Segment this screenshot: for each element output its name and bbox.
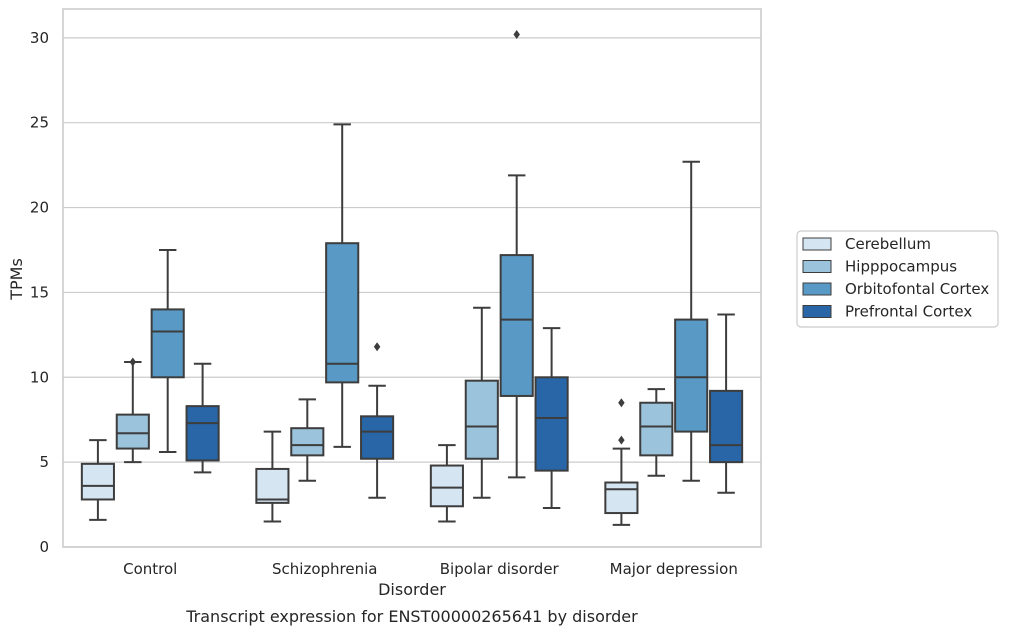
legend-swatch bbox=[802, 237, 832, 251]
outlier-point bbox=[129, 357, 137, 367]
box-iqr bbox=[499, 254, 534, 397]
y-tick-label: 15 bbox=[30, 283, 49, 301]
y-tick-label: 30 bbox=[30, 29, 49, 47]
legend-swatch bbox=[802, 260, 832, 273]
box-cerebellum bbox=[80, 439, 115, 521]
box-prefrontal-cortex bbox=[534, 327, 569, 509]
box-iqr bbox=[255, 467, 290, 504]
box-iqr bbox=[115, 413, 150, 450]
y-tick-label: 10 bbox=[30, 368, 49, 386]
box-hipppocampus bbox=[115, 357, 150, 464]
y-tick-label: 5 bbox=[39, 453, 49, 471]
box-iqr bbox=[185, 405, 220, 462]
legend-label: Hipppocampus bbox=[845, 258, 957, 276]
plot-frame bbox=[62, 8, 762, 548]
legend-swatch bbox=[802, 305, 832, 318]
box-plot-marks bbox=[80, 29, 744, 526]
outlier-point bbox=[513, 29, 520, 39]
box-hipppocampus bbox=[464, 306, 499, 499]
box-prefrontal-cortex bbox=[709, 313, 744, 494]
legend-label: Prefrontal Cortex bbox=[845, 303, 972, 321]
y-tick-label: 0 bbox=[39, 538, 49, 556]
chart-caption: Transcript expression for ENST0000026564… bbox=[185, 607, 638, 626]
legend: Cerebellum Hipppocampus Orbitofontal Corte… bbox=[796, 230, 999, 328]
box-iqr bbox=[464, 379, 499, 460]
legend-swatch bbox=[802, 282, 832, 296]
x-tick-label: Bipolar disorder bbox=[440, 560, 560, 578]
legend-label: Cerebellum bbox=[845, 235, 931, 253]
outlier-point bbox=[373, 342, 381, 352]
x-tick-labels: Control Schizophrenia Bipolar disorder Majo… bbox=[123, 560, 738, 578]
box-iqr bbox=[290, 427, 325, 457]
box-cerebellum bbox=[255, 430, 290, 523]
y-tick-labels: 0 5 10 15 20 25 30 bbox=[30, 29, 49, 556]
box-orbitofontal-cortex bbox=[150, 248, 185, 453]
box-iqr bbox=[150, 308, 185, 379]
outlier-point bbox=[618, 398, 625, 408]
box-orbitofontal-cortex bbox=[325, 123, 360, 448]
box-iqr bbox=[674, 318, 709, 433]
x-axis-title: Disorder bbox=[378, 580, 446, 599]
box-iqr bbox=[80, 462, 115, 501]
box-iqr bbox=[604, 481, 639, 515]
box-hipppocampus bbox=[290, 398, 325, 482]
legend-label: Orbitofontal Cortex bbox=[845, 280, 989, 298]
x-tick-label: Control bbox=[123, 560, 177, 578]
outlier-point bbox=[618, 435, 625, 445]
legend-frame bbox=[796, 230, 999, 328]
box-prefrontal-cortex bbox=[360, 342, 395, 499]
box-cerebellum bbox=[604, 398, 639, 526]
box-iqr bbox=[325, 242, 360, 384]
x-tick-label: Major depression bbox=[610, 560, 738, 578]
y-axis-title: TPMs bbox=[7, 258, 26, 301]
box-prefrontal-cortex bbox=[185, 362, 220, 474]
box-iqr bbox=[534, 376, 569, 472]
box-iqr bbox=[360, 415, 395, 460]
box-orbitofontal-cortex bbox=[674, 160, 709, 482]
y-tick-label: 25 bbox=[30, 114, 49, 132]
box-hipppocampus bbox=[639, 388, 674, 477]
y-tick-label: 20 bbox=[30, 199, 49, 217]
box-orbitofontal-cortex bbox=[499, 29, 534, 479]
box-iqr bbox=[709, 389, 744, 464]
box-iqr bbox=[639, 401, 674, 457]
box-iqr bbox=[429, 464, 464, 508]
box-cerebellum bbox=[429, 444, 464, 523]
x-tick-label: Schizophrenia bbox=[272, 560, 377, 578]
